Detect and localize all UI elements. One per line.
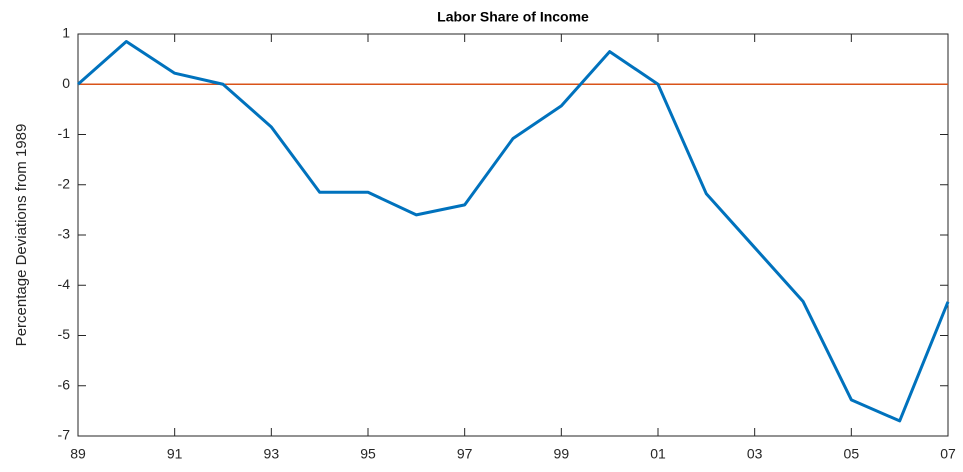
x-tick-label: 99 (554, 446, 570, 462)
line-series (77, 40, 950, 423)
chart-title: Labor Share of Income (437, 9, 589, 25)
y-tick-label: -5 (58, 326, 71, 342)
plot-frame (77, 33, 949, 437)
y-tick-label: -6 (58, 376, 71, 392)
y-tick-label: -3 (58, 226, 71, 242)
x-tick-label: 91 (167, 446, 183, 462)
x-tick-label: 01 (650, 446, 666, 462)
x-tick-label: 89 (70, 446, 86, 462)
y-tick-label: -7 (58, 427, 71, 443)
x-tick-label: 03 (747, 446, 763, 462)
y-tick-label: -4 (58, 276, 71, 292)
y-axis-label: Percentage Deviations from 1989 (13, 124, 30, 347)
y-tick-label: 0 (62, 75, 70, 91)
x-tick-label: 93 (264, 446, 280, 462)
y-tick-label: -2 (58, 175, 71, 191)
x-tick-label: 97 (457, 446, 473, 462)
x-tick-label: 05 (844, 446, 860, 462)
y-tick-label: 1 (62, 25, 70, 41)
x-tick-label: 95 (360, 446, 376, 462)
x-tick-label: 07 (940, 446, 956, 462)
y-tick-label: -1 (58, 125, 71, 141)
